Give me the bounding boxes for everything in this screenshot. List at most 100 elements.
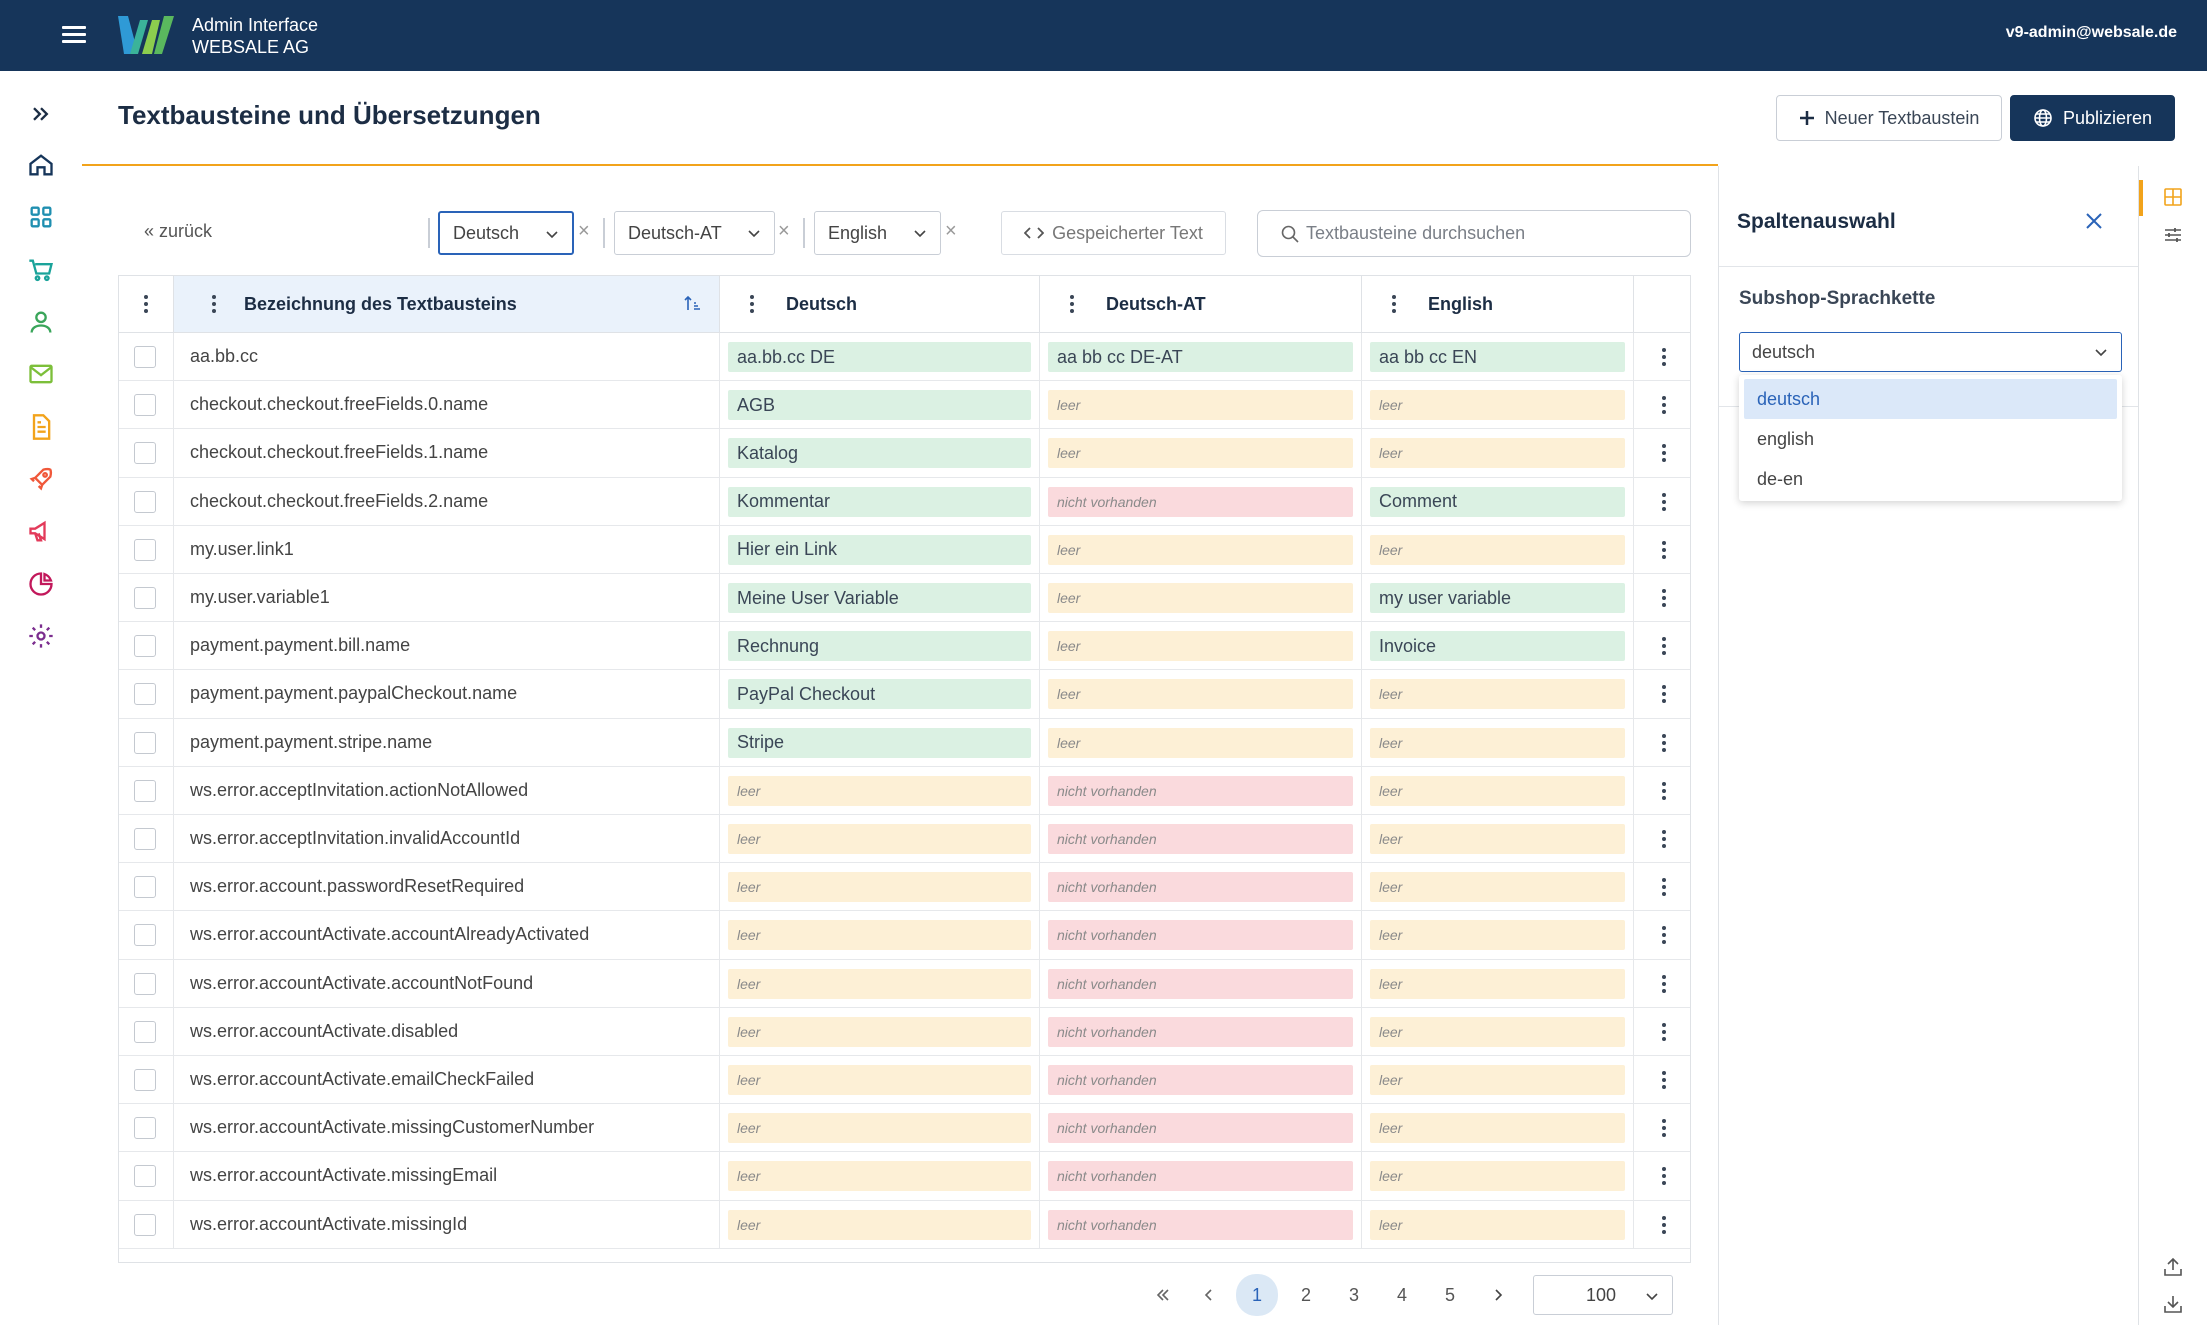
text-block-name[interactable]: payment.payment.bill.name [174,622,720,670]
translation-cell-de[interactable]: PayPal Checkout [720,670,1040,718]
table-row[interactable]: aa.bb.cc aa.bb.cc DE aa bb cc DE-AT aa bb c… [119,333,1690,382]
row-menu-icon[interactable] [1654,972,1674,996]
mail-icon[interactable] [20,353,62,395]
row-checkbox[interactable] [134,731,156,754]
row-checkbox[interactable] [134,1069,156,1091]
per-page-select[interactable]: 100 [1533,1275,1673,1315]
text-block-name[interactable]: ws.error.accountActivate.disabled [174,1007,720,1055]
row-menu-icon[interactable] [1654,490,1674,514]
row-menu-icon[interactable] [1654,1068,1674,1092]
row-checkbox[interactable] [134,394,156,417]
text-block-name[interactable]: ws.error.acceptInvitation.invalidAccount… [174,815,720,863]
text-block-name[interactable]: ws.error.accountActivate.emailCheckFaile… [174,1056,720,1104]
translation-cell-de[interactable]: leer [720,911,1040,959]
translation-cell-de[interactable]: Hier ein Link [720,525,1040,573]
table-row[interactable]: my.user.link1 Hier ein Link leer leer [119,525,1690,574]
text-block-name[interactable]: my.user.variable1 [174,574,720,622]
translation-cell-de[interactable]: Rechnung [720,622,1040,670]
table-row[interactable]: ws.error.accountActivate.disabled leer nic… [119,1007,1690,1056]
translation-cell-de[interactable]: Kommentar [720,477,1040,525]
columns-table-icon[interactable] [2162,186,2184,208]
translation-cell-de-at[interactable]: leer [1040,670,1362,718]
row-menu-icon[interactable] [1654,345,1674,369]
translation-cell-de[interactable]: leer [720,1200,1040,1248]
translation-cell-de-at[interactable]: nicht vorhanden [1040,1200,1362,1248]
translation-cell-de-at[interactable]: leer [1040,574,1362,622]
table-row[interactable]: ws.error.accountActivate.missingCustomer… [119,1104,1690,1153]
table-row[interactable]: ws.error.acceptInvitation.actionNotAllow… [119,766,1690,815]
export-icon[interactable] [2162,1256,2184,1278]
table-row[interactable]: checkout.checkout.freeFields.2.name Komme… [119,477,1690,526]
column-menu-icon[interactable] [204,292,224,316]
translation-cell-en[interactable]: leer [1362,911,1634,959]
dropdown-option-de-en[interactable]: de-en [1757,468,1804,489]
row-checkbox[interactable] [134,346,156,368]
translation-cell-de[interactable]: leer [720,959,1040,1007]
translation-cell-de-at[interactable]: nicht vorhanden [1040,863,1362,911]
row-checkbox[interactable] [134,538,156,561]
next-page-icon[interactable] [1486,1275,1510,1315]
dashboard-grid-icon[interactable] [20,196,62,238]
table-row[interactable]: ws.error.accountActivate.accountAlreadyA… [119,911,1690,960]
row-menu-icon[interactable] [1654,1213,1674,1237]
user-email[interactable]: v9-admin@websale.de [2005,24,2177,41]
translation-cell-en[interactable]: my user variable [1362,574,1634,622]
hamburger-menu-icon[interactable] [60,22,88,48]
table-row[interactable]: payment.payment.paypalCheckout.name PayPa… [119,670,1690,719]
translation-cell-de-at[interactable]: aa bb cc DE-AT [1040,333,1362,381]
publish-button[interactable]: Publizieren [2010,95,2175,141]
translation-cell-en[interactable]: leer [1362,815,1634,863]
translation-cell-de[interactable]: leer [720,766,1040,814]
translation-cell-de[interactable]: leer [720,863,1040,911]
text-block-name[interactable]: payment.payment.stripe.name [174,718,720,766]
table-row[interactable]: checkout.checkout.freeFields.1.name Katal… [119,429,1690,478]
new-text-block-button[interactable]: Neuer Textbaustein [1776,95,2002,141]
text-block-name[interactable]: checkout.checkout.freeFields.0.name [174,381,720,429]
row-menu-icon[interactable] [1654,875,1674,899]
column-menu-icon[interactable] [136,292,156,316]
language-chain-select[interactable]: deutsch [1739,332,2122,372]
text-block-name[interactable]: checkout.checkout.freeFields.2.name [174,477,720,525]
row-menu-icon[interactable] [1654,538,1674,562]
text-block-name[interactable]: ws.error.accountActivate.missingId [174,1200,720,1248]
row-menu-icon[interactable] [1654,1020,1674,1044]
sort-ascending-icon[interactable] [683,294,703,314]
user-icon[interactable] [20,301,62,343]
page-4-button[interactable]: 4 [1396,1284,1407,1305]
translation-cell-en[interactable]: leer [1362,1200,1634,1248]
table-row[interactable]: ws.error.acceptInvitation.invalidAccount… [119,815,1690,864]
translation-cell-de-at[interactable]: nicht vorhanden [1040,1056,1362,1104]
translation-cell-de[interactable]: leer [720,1152,1040,1200]
row-checkbox[interactable] [134,924,156,947]
translation-cell-de-at[interactable]: leer [1040,718,1362,766]
filter-sliders-icon[interactable] [2162,224,2184,246]
translation-cell-de-at[interactable]: nicht vorhanden [1040,815,1362,863]
back-link[interactable]: « zurück [144,221,213,241]
row-checkbox[interactable] [134,442,156,465]
page-5-button[interactable]: 5 [1444,1284,1455,1305]
row-checkbox[interactable] [134,876,156,899]
home-icon[interactable] [20,144,62,186]
translation-cell-en[interactable]: leer [1362,525,1634,573]
translation-cell-de[interactable]: leer [720,815,1040,863]
text-block-name[interactable]: ws.error.acceptInvitation.actionNotAllow… [174,766,720,814]
text-block-name[interactable]: ws.error.accountActivate.accountNotFound [174,959,720,1007]
translation-cell-de-at[interactable]: leer [1040,381,1362,429]
column-header-english[interactable]: English [1362,276,1634,332]
row-menu-icon[interactable] [1654,827,1674,851]
sidebar-expand-icon[interactable] [20,93,62,135]
row-checkbox[interactable] [134,490,156,513]
close-icon[interactable] [2083,210,2105,232]
table-row[interactable]: my.user.variable1 Meine User Variable leer… [119,574,1690,623]
row-checkbox[interactable] [134,828,156,850]
column-menu-icon[interactable] [1384,292,1404,316]
table-row[interactable]: checkout.checkout.freeFields.0.name AGB le… [119,381,1690,430]
row-menu-icon[interactable] [1654,586,1674,610]
table-row[interactable]: ws.error.accountActivate.emailCheckFaile… [119,1056,1690,1105]
shopping-cart-icon[interactable] [20,249,62,291]
table-row[interactable]: payment.payment.bill.name Rechnung leer Inv… [119,622,1690,671]
translation-cell-en[interactable]: leer [1362,959,1634,1007]
translation-cell-de-at[interactable]: nicht vorhanden [1040,911,1362,959]
translation-cell-en[interactable]: Invoice [1362,622,1634,670]
row-checkbox[interactable] [134,683,156,706]
